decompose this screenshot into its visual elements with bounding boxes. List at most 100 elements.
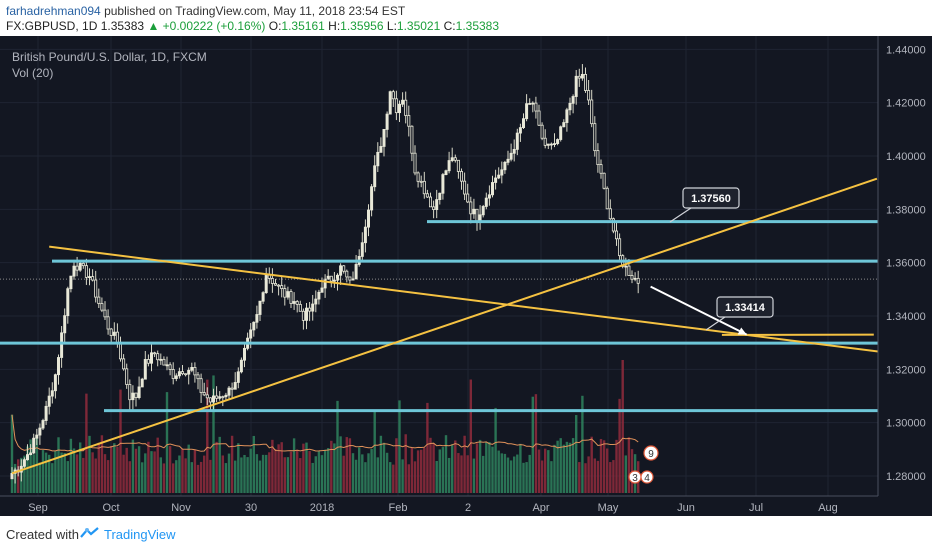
tradingview-logo-icon[interactable] — [80, 526, 100, 540]
symbol-label: FX:GBPUSD, 1D — [6, 19, 98, 33]
volume-bar — [106, 460, 110, 493]
volume-bar — [593, 458, 596, 493]
candle-up — [373, 165, 377, 188]
y-tick-label: 1.42000 — [886, 98, 926, 110]
candle-down — [171, 369, 175, 379]
candles — [10, 64, 640, 484]
candle-up — [385, 113, 389, 130]
price-chart[interactable]: 1.375381.360601.329811.304531.35383 1.37… — [0, 36, 932, 516]
candle-up — [25, 454, 29, 461]
drawings: 1.37560 1.33414 9 3 4 — [11, 177, 932, 484]
volume-bar — [224, 463, 228, 493]
volume-bar — [286, 457, 290, 493]
volume-bar — [429, 437, 432, 493]
volume-bar — [348, 438, 352, 493]
volume-bar — [110, 445, 113, 493]
candle-up — [484, 197, 488, 207]
candle-down — [221, 396, 225, 399]
volume-bar — [268, 452, 271, 493]
volume-bar — [351, 453, 355, 493]
candle-up — [32, 437, 36, 454]
candle-up — [531, 102, 535, 105]
candle-up — [174, 375, 178, 379]
candle-down — [537, 110, 541, 126]
candle-down — [168, 364, 172, 370]
tradingview-link[interactable]: TradingView — [104, 527, 176, 542]
event-badge — [643, 445, 659, 461]
volume-bar — [460, 455, 463, 493]
volume-bar — [544, 448, 547, 493]
volume-bar — [165, 392, 169, 493]
volume-bar — [364, 462, 367, 493]
axes: 1.44000 1.42000 1.40000 1.38000 1.36000 1.340… — [0, 36, 932, 516]
volume-bar — [345, 437, 348, 493]
volume-bar — [519, 443, 522, 493]
candle-down — [419, 180, 423, 183]
volume-bar — [522, 462, 525, 493]
candle-up — [568, 102, 572, 111]
candle-down — [125, 368, 129, 385]
volume-bar — [367, 453, 370, 493]
candle-down — [425, 193, 429, 198]
volume-bar — [48, 454, 51, 493]
chart-area[interactable]: 1.375381.360601.329811.304531.35383 1.37… — [0, 36, 932, 516]
volume-bar — [581, 395, 584, 493]
candle-down — [636, 277, 640, 284]
volume-bar — [125, 447, 128, 493]
volume-bar — [540, 460, 544, 493]
candle-up — [509, 152, 513, 160]
volume-bar — [44, 452, 48, 493]
y-tick-label: 1.32000 — [886, 364, 926, 376]
volume-bar — [568, 442, 572, 493]
volume-bar — [354, 459, 358, 493]
volume-bar — [72, 448, 76, 493]
volume-bar — [206, 379, 209, 493]
volume-bar — [457, 453, 460, 493]
volume-bar — [478, 439, 482, 493]
volume-bar — [389, 462, 392, 493]
volume-bar — [88, 435, 91, 493]
candle-up — [323, 278, 327, 289]
publish-text: published on TradingView.com, May 11, 20… — [100, 4, 406, 18]
candle-down — [81, 262, 85, 267]
candle-down — [466, 193, 470, 203]
volume-bar — [627, 437, 631, 493]
volume-bar — [252, 435, 255, 493]
event-badge-label: 4 — [644, 473, 650, 484]
candle-down — [463, 180, 467, 195]
volume-bar — [339, 436, 342, 493]
candle-up — [41, 420, 45, 429]
candle-down — [590, 99, 594, 125]
author-link[interactable]: farhadrehman094 — [6, 4, 101, 18]
candle-up — [522, 118, 526, 129]
volume-bar — [41, 450, 45, 493]
volume-bar — [531, 396, 534, 493]
event-badge-label: 9 — [648, 449, 654, 460]
candle-up — [88, 276, 92, 278]
volume-bar — [379, 435, 383, 493]
volume-bar — [370, 448, 373, 493]
volume-bar — [153, 451, 156, 493]
volume-bar — [26, 446, 29, 493]
volume-bar — [66, 461, 69, 493]
candle-down — [193, 367, 197, 376]
candle-up — [435, 199, 439, 210]
volume-bar — [240, 457, 243, 493]
volume-bar — [150, 451, 153, 493]
candle-down — [298, 304, 302, 312]
volume-bar — [376, 457, 379, 493]
candle-up — [515, 132, 519, 150]
candle-down — [184, 373, 188, 376]
candle-up — [159, 358, 163, 361]
volume-bar — [79, 442, 82, 493]
volume-bar — [503, 453, 507, 493]
candle-up — [528, 103, 532, 105]
volume-bar — [162, 463, 166, 493]
candle-up — [624, 265, 628, 268]
volume-bar — [258, 460, 262, 493]
x-tick-label: May — [598, 502, 619, 514]
candle-down — [611, 218, 615, 232]
volume-bar — [606, 448, 609, 493]
candle-down — [119, 342, 123, 360]
volume-bar — [60, 452, 63, 493]
